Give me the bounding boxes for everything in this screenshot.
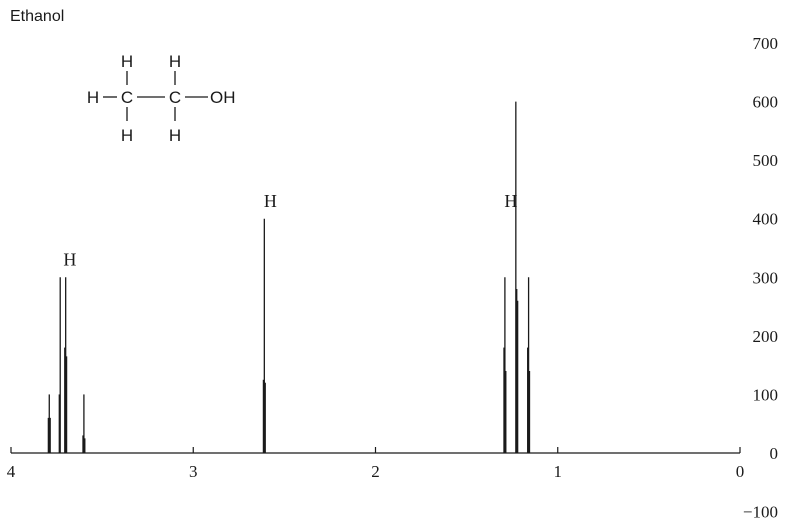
atom-oh: OH bbox=[210, 88, 236, 107]
y-tick-label: 0 bbox=[770, 444, 779, 463]
peak-label: H bbox=[504, 191, 517, 211]
chart-title: Ethanol bbox=[10, 8, 65, 25]
labels: H H H bbox=[63, 191, 517, 270]
y-tick-label: 100 bbox=[753, 385, 779, 404]
atom-h-bottom-right: H bbox=[169, 126, 181, 145]
peaks bbox=[47, 101, 531, 453]
y-tick-label: 200 bbox=[753, 327, 779, 346]
peak-label: H bbox=[264, 191, 277, 211]
atom-h-left: H bbox=[87, 88, 99, 107]
y-tick-label: 300 bbox=[753, 268, 779, 287]
y-tick-label: 500 bbox=[753, 151, 779, 170]
x-tick-label: 1 bbox=[554, 462, 563, 481]
y-tick-label: −100 bbox=[743, 503, 778, 519]
y-tick-label: 400 bbox=[753, 210, 779, 229]
atom-h-top-right: H bbox=[169, 52, 181, 71]
ethanol-structure: H H H C C OH H H H bbox=[87, 52, 236, 145]
x-tick-label: 0 bbox=[736, 462, 745, 481]
y-tick-label: 600 bbox=[753, 93, 779, 112]
x-tick-label: 3 bbox=[189, 462, 198, 481]
bond-lines bbox=[103, 71, 208, 121]
y-tick-label: 700 bbox=[753, 34, 779, 53]
atom-c-1: C bbox=[121, 88, 133, 107]
axes: 4 3 2 1 0 700 600 500 400 300 200 100 0 −100 bbox=[7, 34, 779, 522]
atom-c-2: C bbox=[169, 88, 181, 107]
peak-label: H bbox=[63, 250, 76, 270]
atom-h-bottom-left: H bbox=[121, 126, 133, 145]
atom-h-top-left: H bbox=[121, 52, 133, 71]
x-tick-label: 2 bbox=[371, 462, 380, 481]
x-tick-label: 4 bbox=[7, 462, 16, 481]
